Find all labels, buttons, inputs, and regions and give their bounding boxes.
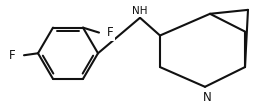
Text: F: F: [107, 26, 114, 39]
Text: F: F: [9, 49, 16, 62]
Text: N: N: [203, 91, 211, 104]
Text: NH: NH: [132, 6, 148, 16]
